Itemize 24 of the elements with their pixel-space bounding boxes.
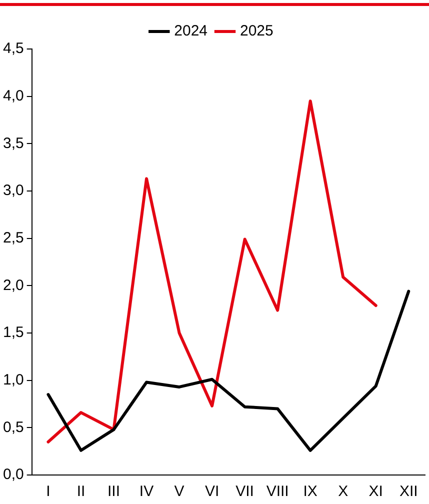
legend-label: 2024 (174, 22, 208, 40)
x-tick-label: V (174, 483, 184, 500)
y-tick-label: 0,5 (2, 418, 24, 436)
x-tick-label: IX (303, 483, 318, 500)
x-tick-label: VIII (266, 483, 289, 500)
y-tick-label: 3,5 (2, 134, 24, 152)
x-tick-label: VII (236, 483, 254, 500)
y-tick-label: 2,0 (2, 276, 24, 294)
x-tick-label: I (46, 483, 50, 500)
x-tick-label: III (108, 483, 120, 500)
y-tick-label: 1,0 (2, 371, 24, 388)
legend-label: 2025 (240, 22, 274, 40)
x-tick-label: VI (204, 483, 220, 500)
x-tick-label: XII (399, 483, 418, 500)
y-tick-label: 2,5 (2, 229, 24, 246)
x-tick-label: X (338, 483, 348, 500)
x-tick-label: IV (139, 483, 154, 500)
y-tick-label: 1,5 (2, 324, 24, 342)
y-tick-label: 4,0 (2, 87, 24, 104)
y-tick-label: 4,5 (2, 40, 24, 58)
x-tick-label: II (76, 483, 86, 500)
y-tick-label: 3,0 (2, 182, 24, 200)
y-tick-label: 0,0 (2, 466, 24, 484)
x-tick-label: XI (368, 483, 383, 500)
